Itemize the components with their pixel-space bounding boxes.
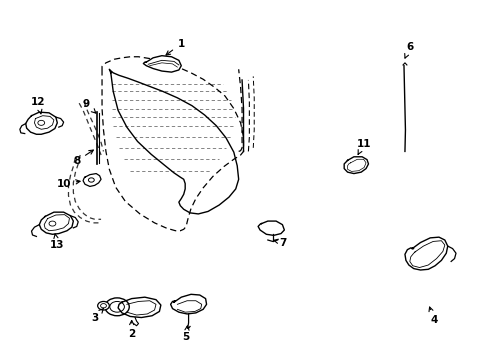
Circle shape <box>105 298 129 316</box>
Text: 10: 10 <box>56 179 80 189</box>
Circle shape <box>98 301 109 310</box>
Polygon shape <box>344 157 368 174</box>
Polygon shape <box>404 237 447 270</box>
Polygon shape <box>26 112 57 134</box>
Text: 8: 8 <box>73 150 93 166</box>
Polygon shape <box>170 294 206 314</box>
Text: 5: 5 <box>182 326 189 342</box>
Polygon shape <box>258 221 284 235</box>
Polygon shape <box>83 174 101 186</box>
Polygon shape <box>39 212 73 234</box>
Text: 1: 1 <box>166 39 184 55</box>
Circle shape <box>88 178 94 182</box>
Text: 4: 4 <box>428 307 437 325</box>
Text: 13: 13 <box>50 234 64 250</box>
Text: 2: 2 <box>128 320 135 339</box>
Text: 12: 12 <box>31 97 45 114</box>
Polygon shape <box>143 56 181 72</box>
Text: 11: 11 <box>356 139 370 154</box>
Text: 7: 7 <box>273 238 286 248</box>
Text: 6: 6 <box>404 42 412 58</box>
Text: 9: 9 <box>83 99 96 113</box>
Polygon shape <box>118 297 161 318</box>
Text: 3: 3 <box>91 308 103 323</box>
